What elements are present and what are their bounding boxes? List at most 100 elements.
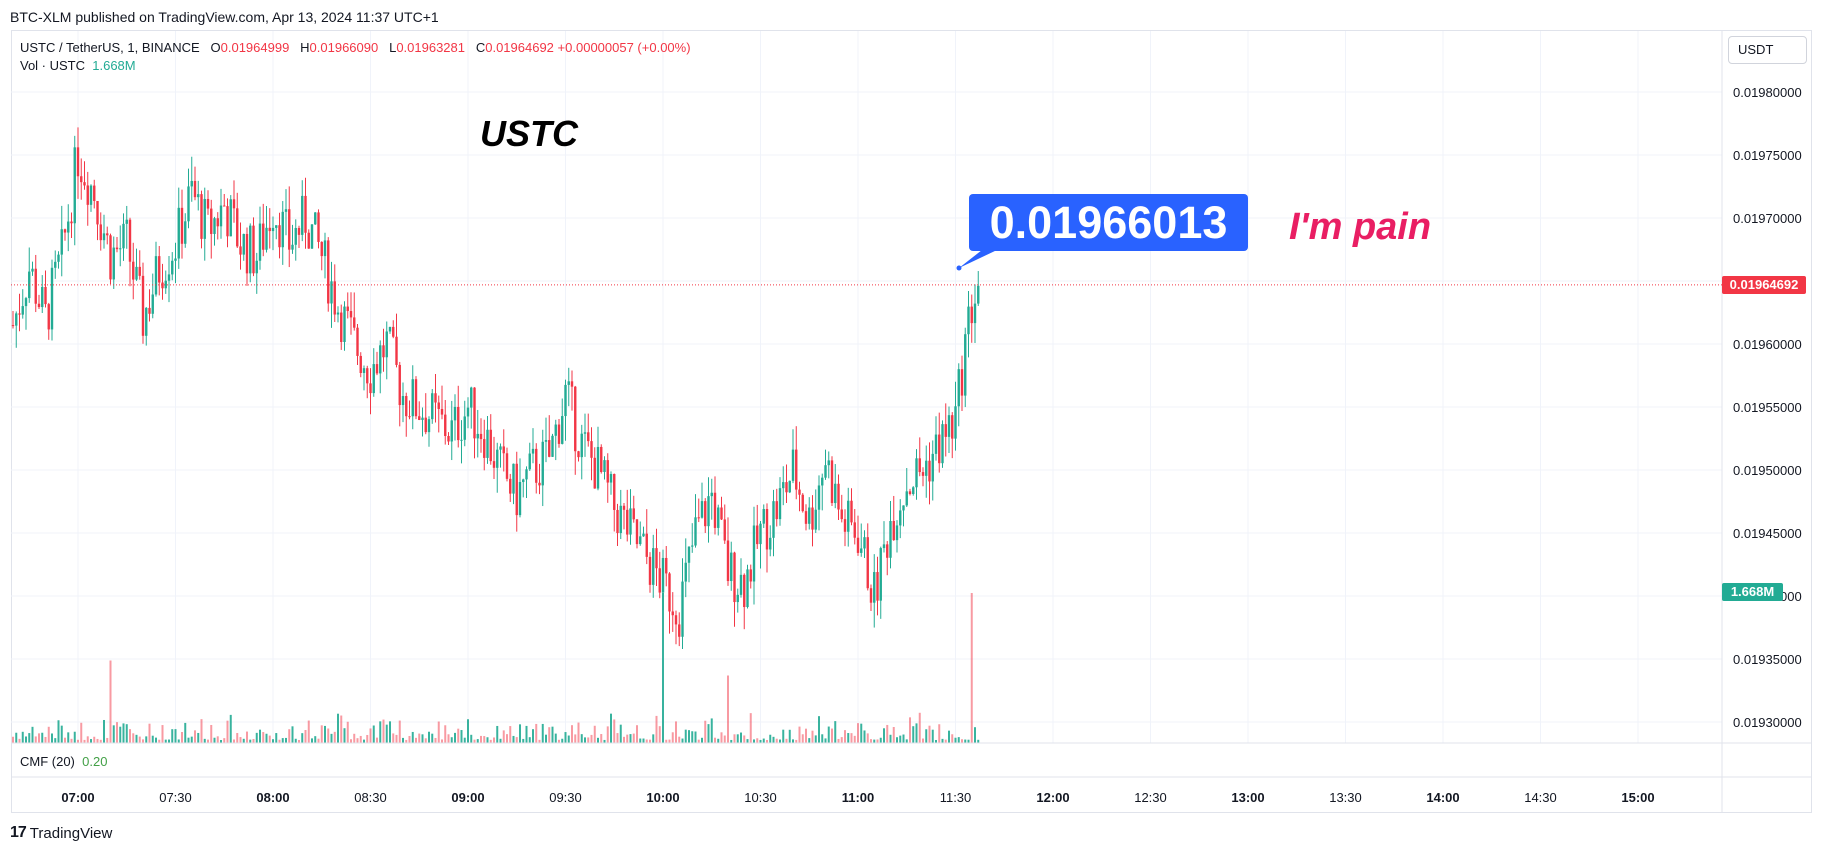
tradingview-brand[interactable]: 17 TradingView	[10, 824, 112, 842]
volume-bar	[480, 735, 482, 743]
candle-body	[554, 424, 557, 436]
candle-body	[619, 505, 622, 534]
volume-bar	[135, 734, 138, 743]
volume-bar	[382, 719, 385, 743]
volume-bar	[912, 726, 915, 743]
candle-body	[379, 345, 382, 374]
candle-body	[109, 235, 112, 280]
volume-bar	[662, 593, 664, 743]
candle-body	[726, 540, 730, 582]
annotation-comment[interactable]: I'm pain	[1289, 206, 1432, 248]
volume-bar	[853, 735, 856, 743]
candle-body	[843, 519, 847, 532]
volume-bar	[528, 737, 531, 743]
candle-body	[648, 556, 652, 585]
candle-body	[18, 313, 21, 315]
volume-bar	[948, 730, 950, 743]
volume-bar	[151, 735, 154, 743]
volume-bar	[259, 729, 261, 743]
tradingview-logo-icon: 17	[10, 824, 27, 841]
candle-body	[193, 180, 197, 198]
candle-body	[785, 482, 788, 493]
candle-body	[730, 552, 733, 582]
candle-body	[284, 209, 288, 212]
volume-bar	[356, 738, 359, 743]
candle-body	[499, 446, 502, 450]
candle-body	[639, 536, 642, 545]
candle-body	[934, 434, 938, 454]
candle-body	[590, 441, 593, 458]
candle-body	[954, 406, 957, 439]
volume-bar	[600, 734, 603, 743]
chart-frame	[11, 30, 1812, 813]
volume-bar	[785, 738, 788, 743]
volume-bar	[827, 726, 830, 743]
candle-body	[275, 225, 278, 228]
currency-button[interactable]: USDT	[1728, 36, 1807, 64]
candle-body	[421, 417, 424, 420]
symbol-label[interactable]: USTC / TetherUS, 1, BINANCE	[20, 40, 200, 55]
candle-body	[977, 285, 980, 304]
candle-body	[353, 317, 356, 328]
candle-body	[957, 369, 960, 407]
volume-bar	[756, 738, 759, 743]
volume-bar	[194, 730, 196, 743]
volume-bar	[376, 737, 378, 743]
volume-bar	[730, 739, 733, 743]
volume-bar	[603, 739, 606, 743]
candle-body	[271, 227, 275, 232]
volume-bar	[697, 739, 700, 743]
volume-bar	[652, 734, 655, 743]
candle-body	[44, 286, 47, 305]
candle-body	[678, 624, 681, 637]
candle-body	[119, 248, 122, 250]
candle-body	[245, 233, 249, 274]
x-tick-label: 11:00	[842, 790, 875, 805]
candle-body	[798, 489, 801, 495]
candle-body	[749, 569, 752, 582]
volume-bar	[519, 724, 521, 743]
candle-body	[258, 223, 262, 261]
candle-body	[460, 439, 463, 441]
candle-body	[177, 207, 180, 259]
volume-bar	[733, 734, 736, 743]
volume-bar	[837, 738, 840, 743]
volume-bar	[476, 739, 479, 743]
volume-bar	[67, 732, 70, 743]
volume-bar	[870, 739, 872, 743]
candle-body	[135, 266, 138, 280]
volume-bar	[486, 737, 489, 743]
volume-bar	[434, 737, 437, 743]
volume-bar	[668, 739, 671, 743]
volume-bar	[655, 715, 658, 743]
annotation-title[interactable]: USTC	[480, 113, 578, 154]
candle-body	[587, 432, 590, 442]
volume-bar	[642, 738, 645, 743]
price-callout[interactable]: 0.01966013	[969, 194, 1248, 251]
candle-body	[778, 488, 782, 520]
candle-body	[112, 247, 115, 280]
y-tick-label: 0.01960000	[1733, 337, 1802, 352]
candle-body	[89, 185, 93, 205]
candle-body	[349, 311, 353, 318]
volume-bar	[278, 739, 281, 743]
volume-bar	[606, 726, 609, 743]
candle-body	[583, 432, 587, 434]
volume-bar	[502, 730, 505, 743]
cmf-label: CMF (20)	[20, 754, 75, 769]
candle-body	[229, 199, 232, 237]
candle-body	[886, 544, 889, 558]
volume-bar	[649, 739, 651, 743]
candle-body	[769, 537, 772, 550]
volume-legend[interactable]: Vol · USTC 1.668M	[20, 58, 136, 73]
candle-body	[814, 509, 817, 530]
callout-pointer	[959, 250, 997, 268]
candle-body	[470, 387, 473, 408]
candle-body	[941, 424, 944, 464]
candle-body	[593, 457, 596, 489]
candle-body	[239, 246, 242, 255]
cmf-legend[interactable]: CMF (20) 0.20	[20, 754, 107, 769]
volume-bar	[145, 736, 148, 743]
brand-name: TradingView	[29, 824, 113, 842]
